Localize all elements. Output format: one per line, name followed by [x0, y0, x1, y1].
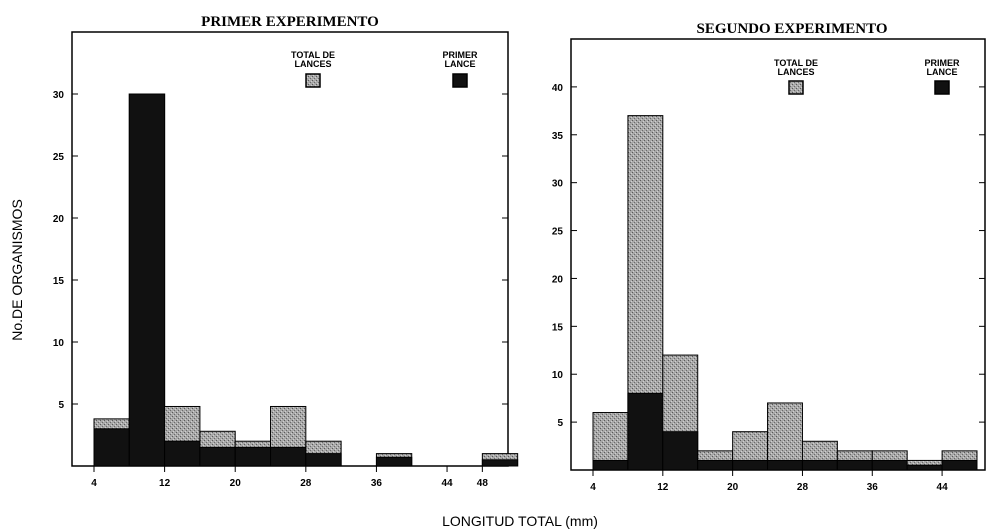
y-tick-label: 30 — [53, 90, 65, 101]
y-tick-label: 25 — [53, 152, 65, 163]
y-tick-label: 30 — [552, 179, 564, 190]
legend-label: LANCE — [445, 59, 476, 69]
bar-primer-lance — [128, 93, 166, 467]
shared-x-axis-label: LONGITUD TOTAL (mm) — [442, 513, 598, 529]
x-tick-label: 12 — [657, 482, 669, 493]
x-tick-label: 44 — [441, 478, 453, 489]
x-tick-label: 20 — [230, 478, 242, 489]
bar-primer-lance — [592, 459, 629, 471]
legend-label: LANCES — [294, 59, 331, 69]
x-tick-label: 4 — [91, 478, 97, 489]
y-tick-label: 15 — [53, 276, 65, 287]
y-tick-label: 10 — [552, 370, 564, 381]
y-tick-label: 20 — [53, 214, 65, 225]
legend-swatch-total-de-lances — [305, 73, 321, 88]
y-tick-label: 5 — [557, 418, 563, 429]
x-tick-label: 12 — [159, 478, 171, 489]
x-tick-label: 36 — [867, 482, 879, 493]
legend-label: PRIMER — [924, 58, 960, 68]
bar-primer-lance — [871, 459, 908, 471]
bar-primer-lance — [270, 446, 307, 467]
bar-primer-lance — [836, 459, 873, 471]
legend-label: LANCE — [927, 67, 958, 77]
legend-swatch-primer-lance — [934, 80, 950, 95]
primer-experimento-chart: PRIMER EXPERIMENTO 5 10 15 20 25 30 4 12 20 28 36 4… — [53, 14, 519, 489]
x-tick-label: 28 — [300, 478, 312, 489]
bar-primer-lance — [697, 459, 734, 471]
bar-primer-lance — [375, 456, 413, 467]
bar-primer-lance — [164, 440, 201, 467]
bar-primer-lance — [906, 464, 943, 471]
bar-primer-lance — [234, 446, 272, 467]
bar-primer-lance — [767, 459, 803, 471]
bar-primer-lance — [732, 459, 769, 471]
shared-y-axis-label: No.DE ORGANISMOS — [9, 199, 25, 341]
legend-label: TOTAL DE — [291, 50, 335, 60]
y-tick-label: 40 — [552, 83, 564, 94]
y-tick-label: 35 — [552, 131, 564, 142]
y-tick-label: 15 — [552, 322, 564, 333]
legend-label: PRIMER — [442, 50, 478, 60]
segundo-experimento-chart: SEGUNDO EXPERIMENTO 5 10 15 20 25 30 35 40 4 12 20… — [552, 21, 986, 493]
x-tick-label: 4 — [590, 482, 596, 493]
x-tick-label: 28 — [797, 482, 809, 493]
x-tick-label: 20 — [727, 482, 739, 493]
bar-primer-lance — [941, 459, 978, 471]
y-tick-label: 10 — [53, 338, 65, 349]
legend-swatch-primer-lance — [452, 73, 468, 88]
bar-primer-lance — [93, 428, 130, 467]
bar-primer-lance — [627, 392, 664, 471]
bar-primer-lance — [662, 431, 699, 471]
bar-primer-lance — [801, 459, 838, 471]
legend-swatch-total-de-lances — [788, 80, 804, 95]
y-tick-label: 20 — [552, 274, 564, 285]
y-tick-label: 5 — [58, 400, 64, 411]
y-tick-label: 25 — [552, 227, 564, 238]
x-tick-label: 44 — [937, 482, 949, 493]
legend-label: LANCES — [777, 67, 814, 77]
bar-primer-lance — [305, 453, 342, 467]
x-tick-label: 36 — [371, 478, 383, 489]
legend-label: TOTAL DE — [774, 58, 818, 68]
bar-primer-lance — [199, 446, 236, 467]
bar-primer-lance — [481, 459, 519, 467]
chart-title: SEGUNDO EXPERIMENTO — [696, 21, 887, 37]
chart-title: PRIMER EXPERIMENTO — [201, 14, 379, 30]
x-tick-label: 48 — [477, 478, 489, 489]
bar-total-de-lances — [767, 402, 803, 471]
